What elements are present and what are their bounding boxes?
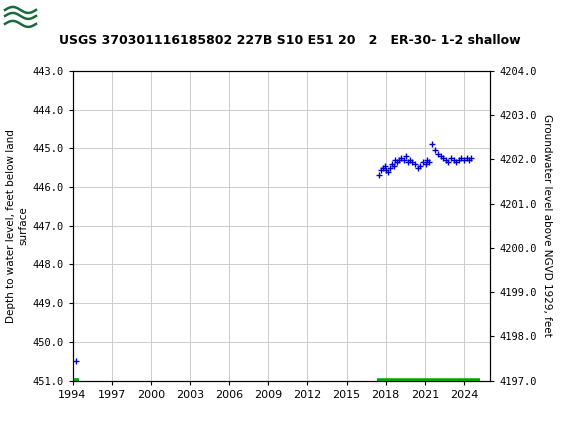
Y-axis label: Depth to water level, feet below land
surface: Depth to water level, feet below land su… — [6, 129, 28, 322]
FancyBboxPatch shape — [4, 3, 38, 35]
Text: USGS 370301116185802 227B S10 E51 20   2   ER-30- 1-2 shallow: USGS 370301116185802 227B S10 E51 20 2 E… — [59, 34, 521, 47]
Text: USGS: USGS — [44, 9, 104, 28]
Y-axis label: Groundwater level above NGVD 1929, feet: Groundwater level above NGVD 1929, feet — [542, 114, 552, 337]
